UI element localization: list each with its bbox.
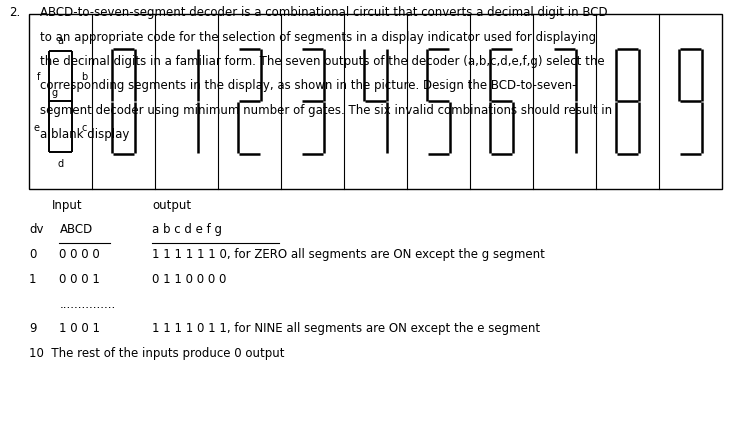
Text: segment decoder using minimum number of gates. The six invalid combinations shou: segment decoder using minimum number of … <box>40 104 612 116</box>
Text: the decimal digits in a familiar form. The seven outputs of the decoder (a,b,c,d: the decimal digits in a familiar form. T… <box>40 55 604 68</box>
Text: 10  The rest of the inputs produce 0 output: 10 The rest of the inputs produce 0 outp… <box>29 346 285 359</box>
Text: 0 0 0 0: 0 0 0 0 <box>59 248 100 260</box>
Text: corresponding segments in the display, as shown in the picture. Design the BCD-t: corresponding segments in the display, a… <box>40 79 577 92</box>
Text: 0: 0 <box>29 248 37 260</box>
Text: 1 0 0 1: 1 0 0 1 <box>59 322 100 334</box>
Text: Input: Input <box>52 198 83 211</box>
Text: 1 1 1 1 1 1 0, for ZERO all segments are ON except the g segment: 1 1 1 1 1 1 0, for ZERO all segments are… <box>152 248 545 260</box>
Text: 1 1 1 1 0 1 1, for NINE all segments are ON except the e segment: 1 1 1 1 0 1 1, for NINE all segments are… <box>152 322 541 334</box>
Text: c: c <box>81 123 87 132</box>
Text: 9: 9 <box>29 322 37 334</box>
Text: ...............: ............... <box>59 297 116 310</box>
Text: dv: dv <box>29 223 43 236</box>
Text: 0 1 1 0 0 0 0: 0 1 1 0 0 0 0 <box>152 272 227 285</box>
Text: output: output <box>152 198 192 211</box>
Text: to an appropriate code for the selection of segments in a display indicator used: to an appropriate code for the selection… <box>40 31 596 43</box>
Text: 1: 1 <box>29 272 37 285</box>
Text: e: e <box>34 123 40 132</box>
Text: f: f <box>37 72 40 82</box>
Bar <box>29 15 722 190</box>
Text: a b c d e f g: a b c d e f g <box>152 223 222 236</box>
Text: ABCD-to-seven-segment decoder is a combinational circuit that converts a decimal: ABCD-to-seven-segment decoder is a combi… <box>40 6 607 19</box>
Text: d: d <box>58 158 64 168</box>
Text: 2.: 2. <box>9 6 20 19</box>
Text: ABCD: ABCD <box>59 223 93 236</box>
Text: a: a <box>58 36 64 46</box>
Text: a blank display: a blank display <box>40 128 130 141</box>
Text: b: b <box>81 72 88 82</box>
Text: 0 0 0 1: 0 0 0 1 <box>59 272 100 285</box>
Text: g: g <box>52 88 58 98</box>
